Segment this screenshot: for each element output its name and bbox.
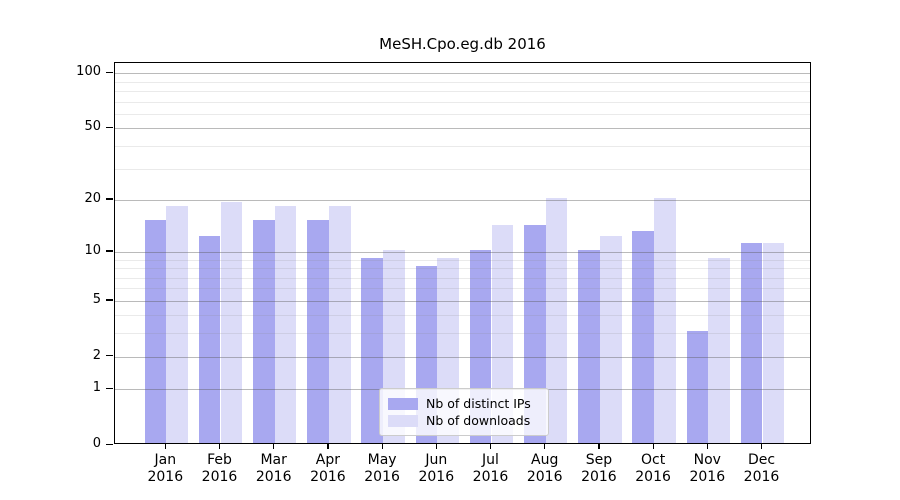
gridline-minor-30: [115, 168, 810, 170]
gridline-minor-9: [115, 259, 810, 261]
y-tick-label-0: 0: [92, 436, 101, 451]
x-tick-mark-apr-2016: [327, 444, 329, 449]
x-tick-mark-dec-2016: [761, 444, 763, 449]
y-tick-mark-50: [106, 126, 113, 129]
x-tick-mark-jun-2016: [435, 444, 438, 449]
x-tick-mark-may-2016: [381, 444, 383, 449]
x-tick-mark-sep-2016: [598, 444, 600, 449]
bar-downloads-apr-2016: [328, 205, 351, 443]
bar-downloads-sep-2016: [599, 236, 622, 443]
gridline-major-10: [115, 251, 810, 253]
y-tick-label-10: 10: [84, 242, 101, 258]
legend-label-downloads: Nb of downloads: [426, 412, 531, 428]
bar-ips-oct-2016: [632, 230, 655, 443]
legend-row-ips: Nb of distinct IPs: [388, 395, 540, 412]
gridline-major-20: [115, 199, 810, 201]
x-tick-mark-nov-2016: [706, 444, 709, 449]
gridline-minor-40: [115, 145, 810, 147]
plot-area: Nb of distinct IPs Nb of downloads: [114, 62, 811, 444]
y-tick-mark-10: [106, 250, 113, 252]
gridline-minor-3: [115, 333, 810, 335]
y-tick-mark-2: [106, 355, 113, 357]
x-tick-label-jul-2016: Jul 2016: [472, 452, 509, 485]
x-tick-label-dec-2016: Dec 2016: [743, 452, 780, 485]
y-tick-mark-1: [106, 387, 113, 389]
y-tick-label-5: 5: [92, 291, 101, 307]
legend-row-downloads: Nb of downloads: [388, 412, 540, 429]
gridline-minor-7: [115, 277, 810, 279]
y-tick-mark-5: [106, 299, 113, 301]
legend-swatch-ips: [388, 397, 418, 410]
gridline-major-5: [115, 300, 810, 302]
x-tick-mark-jul-2016: [490, 444, 492, 449]
x-tick-mark-mar-2016: [273, 444, 275, 449]
x-tick-label-mar-2016: Mar 2016: [255, 452, 292, 485]
bar-ips-sep-2016: [578, 249, 600, 443]
chart-title: MeSH.Cpo.eg.db 2016: [379, 35, 546, 53]
gridline-major-50: [115, 128, 810, 130]
x-tick-mark-jan-2016: [164, 444, 167, 449]
x-tick-label-nov-2016: Nov 2016: [689, 452, 726, 485]
gridline-minor-6: [115, 288, 810, 290]
gridline-minor-70: [115, 101, 810, 103]
bar-ips-jan-2016: [144, 219, 167, 443]
x-tick-label-sep-2016: Sep 2016: [581, 452, 617, 485]
x-tick-label-jun-2016: Jun 2016: [418, 452, 455, 485]
y-tick-mark-100: [106, 71, 113, 74]
gridline-minor-8: [115, 268, 810, 270]
gridline-major-2: [115, 356, 810, 358]
gridline-minor-90: [115, 81, 810, 83]
x-tick-label-aug-2016: Aug 2016: [526, 452, 563, 485]
bar-downloads-oct-2016: [654, 197, 676, 443]
x-tick-mark-aug-2016: [544, 444, 546, 449]
bar-ips-nov-2016: [686, 331, 709, 443]
gridline-minor-80: [115, 91, 810, 93]
bar-downloads-feb-2016: [220, 201, 243, 443]
bar-ips-apr-2016: [307, 219, 329, 443]
y-tick-label-2: 2: [92, 347, 101, 363]
legend-swatch-downloads: [388, 414, 418, 427]
x-tick-mark-feb-2016: [219, 444, 221, 449]
y-tick-label-50: 50: [84, 119, 101, 135]
bar-ips-feb-2016: [198, 236, 221, 443]
x-tick-label-jan-2016: Jan 2016: [147, 452, 184, 485]
x-tick-label-oct-2016: Oct 2016: [635, 452, 671, 485]
bar-downloads-nov-2016: [708, 257, 730, 443]
x-tick-label-may-2016: May 2016: [364, 452, 400, 485]
y-tick-mark-0: [106, 443, 113, 445]
bar-ips-mar-2016: [253, 219, 275, 443]
bar-downloads-dec-2016: [762, 242, 785, 443]
bar-downloads-mar-2016: [274, 205, 297, 443]
legend-label-ips: Nb of distinct IPs: [426, 395, 531, 411]
bar-ips-dec-2016: [740, 242, 763, 443]
bar-downloads-jan-2016: [166, 205, 188, 443]
x-tick-label-apr-2016: Apr 2016: [310, 452, 346, 485]
y-tick-label-1: 1: [92, 380, 101, 396]
bar-ips-may-2016: [361, 257, 384, 443]
y-tick-label-20: 20: [84, 190, 101, 206]
y-tick-label-100: 100: [76, 64, 101, 80]
gridline-major-100: [115, 73, 810, 75]
x-tick-mark-oct-2016: [652, 444, 654, 449]
gridline-minor-4: [115, 315, 810, 317]
y-tick-mark-20: [106, 198, 113, 200]
bar-downloads-aug-2016: [545, 197, 568, 443]
legend: Nb of distinct IPs Nb of downloads: [379, 388, 549, 436]
gridline-minor-60: [115, 113, 810, 115]
x-tick-label-feb-2016: Feb 2016: [201, 452, 238, 485]
